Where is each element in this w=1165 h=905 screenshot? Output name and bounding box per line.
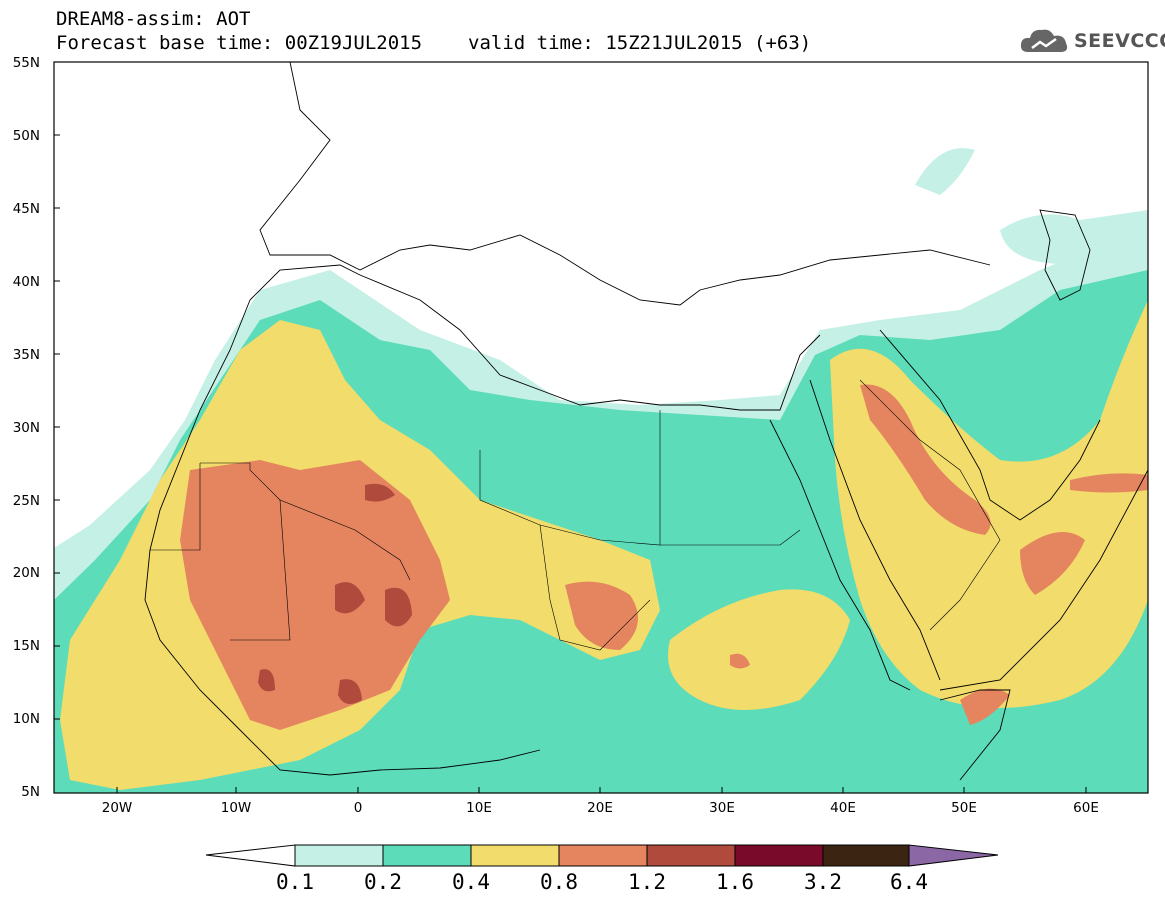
border-egypt-sudan: [660, 529, 801, 546]
colorbar-bin-0.2: [382, 844, 472, 867]
borders: [150, 379, 1001, 651]
lon-label-30e: 30E: [709, 800, 735, 816]
colorbar-bin-0.1: [294, 844, 384, 867]
border-chad: [539, 524, 651, 651]
aot-band-0.8-spot: [730, 653, 750, 669]
lon-label-20e: 20E: [587, 800, 613, 816]
colorbar-label-3.2: 3.2: [804, 870, 842, 894]
colorbar-label-0.2: 0.2: [364, 870, 402, 894]
coast-red-sea: [769, 379, 941, 691]
colorbar-label-0.4: 0.4: [452, 870, 490, 894]
lat-label-35n: 35N: [12, 347, 40, 363]
base-time: Forecast base time: 00Z19JUL2015: [56, 32, 423, 54]
lat-label-15n: 15N: [12, 638, 40, 654]
aot-band-0.1-north: [915, 148, 1148, 265]
lon-label-40e: 40E: [830, 800, 856, 816]
lon-label-10e: 10E: [466, 800, 492, 816]
border-libya: [479, 410, 661, 546]
colorbar-label-1.2: 1.2: [628, 870, 666, 894]
coast-north-africa: [249, 264, 821, 411]
coast-caspian: [1039, 209, 1091, 301]
coastlines: [144, 62, 1148, 781]
colorbar-bin-0.4: [470, 844, 560, 867]
border-sahel: [150, 463, 291, 641]
colorbar-bin-1.2: [646, 844, 736, 867]
seevccc-logo: SEEVCCC: [1018, 24, 1165, 58]
colorbar-bin-0.8: [558, 844, 648, 867]
logo-text: SEEVCCC: [1074, 30, 1165, 52]
lat-label-45n: 45N: [12, 201, 40, 217]
ticks: [54, 134, 1087, 793]
time-info: Forecast base time: 00Z19JUL2015 valid ti…: [56, 32, 811, 54]
border-saudi: [859, 379, 1001, 631]
aot-band-0.8: [180, 460, 450, 730]
lon-label-20w: 20W: [101, 800, 133, 816]
lat-label-20n: 20N: [12, 565, 40, 581]
lat-label-25n: 25N: [12, 493, 40, 509]
aot-field: [54, 62, 1148, 793]
aot-band-1.2: [258, 483, 412, 704]
colorbar: [205, 844, 999, 867]
lon-label-0: 0: [353, 800, 363, 816]
aot-band-0.4-sudan: [668, 589, 850, 710]
aot-band-0.8-chad: [565, 581, 638, 650]
coast-horn: [939, 689, 1011, 781]
colorbar-bin-3.2: [822, 844, 910, 867]
coast-arabia: [879, 329, 1148, 691]
lat-label-5n: 5N: [21, 784, 40, 800]
aot-band-0.8-arabia: [860, 384, 1085, 595]
colorbar-label-0.8: 0.8: [540, 870, 578, 894]
aot-band-0.8-horn: [960, 688, 1010, 725]
coast-europe-north: [259, 62, 991, 306]
lat-label-55n: 55N: [12, 55, 40, 71]
aot-band-0.4-east: [830, 300, 1148, 708]
colorbar-bin-1.6: [734, 844, 824, 867]
lat-label-30n: 30N: [12, 420, 40, 436]
valid-time: valid time: 15Z21JUL2015 (+63): [468, 32, 812, 54]
lon-label-10w: 10W: [220, 800, 252, 816]
colorbar-label-1.6: 1.6: [716, 870, 754, 894]
lat-label-50n: 50N: [12, 128, 40, 144]
lon-label-50e: 50E: [951, 800, 977, 816]
colorbar-high-arrow: [908, 844, 999, 867]
colorbar-label-0.1: 0.1: [276, 870, 314, 894]
lat-label-10n: 10N: [12, 711, 40, 727]
cloud-icon: [1020, 29, 1068, 52]
lat-label-40n: 40N: [12, 274, 40, 290]
lon-label-60e: 60E: [1073, 800, 1099, 816]
chart-title: DREAM8-assim: AOT: [56, 8, 251, 30]
coast-west-africa: [144, 299, 541, 776]
aot-band-0.8-oman: [1070, 473, 1148, 493]
colorbar-label-6.4: 6.4: [890, 870, 928, 894]
colorbar-low-arrow: [205, 844, 296, 867]
